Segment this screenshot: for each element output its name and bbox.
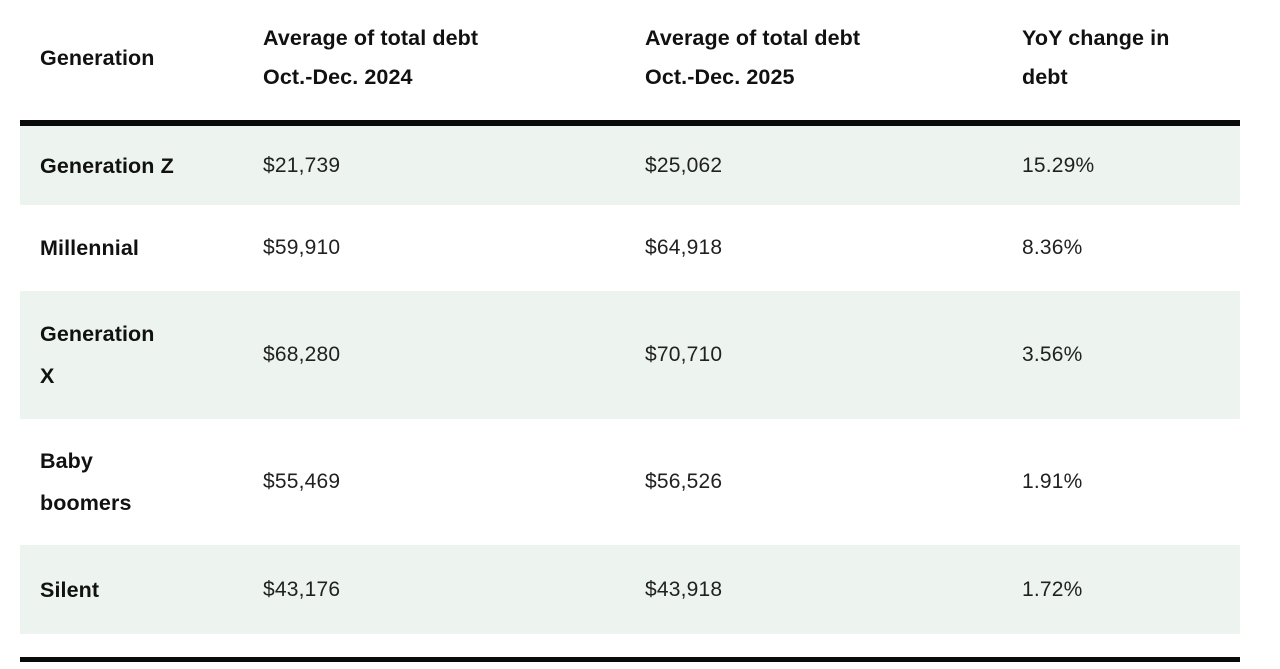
cell-generation: Baby boomers [40,449,132,515]
cell-debt-2024: $43,176 [263,577,341,601]
column-header-yoy-change: YoY change in debt [1022,26,1170,89]
cell-yoy-change: 1.91% [1022,470,1083,493]
bottom-rule [20,657,1240,662]
debt-by-generation-table: Generation Average of total debt Oct.-De… [20,10,1240,662]
cell-debt-2025: $25,062 [645,153,723,177]
column-header-debt-2024: Average of total debt Oct.-Dec. 2024 [263,26,479,89]
cell-debt-2024: $59,910 [263,236,341,259]
cell-debt-2024: $21,739 [263,153,341,177]
table-row: Baby boomers $55,469 $56,526 1.91% [20,419,1240,545]
table-row: Silent $43,176 $43,918 1.72% [20,545,1240,634]
cell-yoy-change: 15.29% [1022,153,1095,177]
cell-yoy-change: 1.72% [1022,577,1083,601]
cell-debt-2025: $43,918 [645,577,723,601]
cell-yoy-change: 8.36% [1022,236,1083,259]
cell-debt-2025: $64,918 [645,236,723,259]
cell-yoy-change: 3.56% [1022,343,1083,366]
column-header-generation: Generation [40,45,155,70]
header-rule [20,120,1240,126]
table-body: Generation Z $21,739 $25,062 15.29% Mill… [20,126,1240,634]
column-header-debt-2025: Average of total debt Oct.-Dec. 2025 [645,26,861,89]
table-header-row: Generation Average of total debt Oct.-De… [20,10,1240,120]
cell-generation: Silent [40,577,100,602]
table-row: Generation Z $21,739 $25,062 15.29% [20,126,1240,205]
cell-generation: Generation X [40,322,155,388]
table-row: Millennial $59,910 $64,918 8.36% [20,205,1240,291]
cell-generation: Millennial [40,236,139,260]
table-row: Generation X $68,280 $70,710 3.56% [20,291,1240,419]
cell-debt-2025: $70,710 [645,343,723,366]
cell-debt-2024: $68,280 [263,343,341,366]
cell-generation: Generation Z [40,153,174,178]
cell-debt-2025: $56,526 [645,470,723,493]
cell-debt-2024: $55,469 [263,470,341,493]
